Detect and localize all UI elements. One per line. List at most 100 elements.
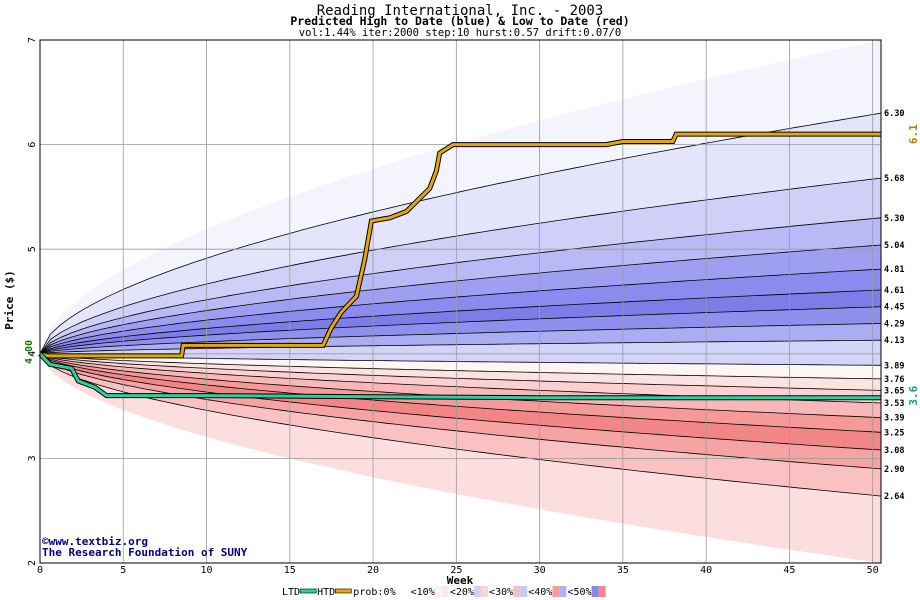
probability-band bbox=[40, 353, 881, 433]
right-value-label: 6.30 bbox=[884, 109, 904, 119]
legend-prob-swatch bbox=[513, 586, 521, 597]
right-value-label: 2.90 bbox=[884, 465, 904, 475]
legend-prob-swatch bbox=[441, 586, 449, 597]
legend-ltd-swatch bbox=[299, 588, 317, 594]
right-value-labels: 6.30 5.68 5.30 5.04 4.81 4.61 4.45 4.29 4.13 3.89… bbox=[884, 109, 904, 502]
x-tick-label: 5 bbox=[120, 565, 126, 576]
chart-title: Reading International, Inc. - 2003 bbox=[317, 3, 604, 19]
quantile-curve bbox=[39, 112, 882, 354]
right-value-label: 4.45 bbox=[884, 303, 904, 313]
legend-prob-swatch bbox=[474, 586, 482, 597]
probability-band bbox=[40, 178, 881, 354]
x-tick-label: 50 bbox=[867, 565, 879, 576]
y-tick-label: 7 bbox=[27, 37, 38, 43]
x-tick-label: 35 bbox=[617, 565, 629, 576]
quantile-curve bbox=[39, 323, 882, 355]
y-axis-label: Price ($) bbox=[3, 270, 16, 330]
probability-band bbox=[40, 245, 881, 354]
legend-prob-swatch bbox=[395, 586, 403, 597]
probability-band bbox=[40, 353, 881, 418]
ltd-final-label: 3.6 bbox=[907, 385, 920, 405]
right-value-label: 3.53 bbox=[884, 399, 904, 409]
series-lines bbox=[38, 131, 881, 401]
start-price-label: 4.00 bbox=[24, 340, 35, 364]
legend-prob-swatch bbox=[591, 586, 599, 597]
legend-prob-swatch bbox=[402, 586, 410, 597]
right-value-label: 5.30 bbox=[884, 214, 904, 224]
legend-ltd-label: LTD bbox=[282, 587, 300, 598]
probability-band bbox=[40, 353, 881, 469]
x-tick-label: 15 bbox=[284, 565, 296, 576]
x-tick-label: 40 bbox=[700, 565, 712, 576]
right-value-label: 3.76 bbox=[884, 375, 904, 385]
legend-prob-swatch bbox=[434, 586, 442, 597]
legend: LTD HTD prob: 0% <10% <20% <30% <40% <50% bbox=[282, 586, 606, 598]
right-value-label: 3.89 bbox=[884, 361, 904, 371]
x-axis-label: Week bbox=[447, 574, 474, 587]
quantile-curve bbox=[39, 177, 882, 355]
legend-prob-item: <40% bbox=[528, 587, 552, 598]
legend-prob-item: <10% bbox=[411, 587, 435, 598]
probability-band bbox=[40, 353, 881, 391]
legend-prob-item: <30% bbox=[489, 587, 513, 598]
quantile-curve bbox=[39, 289, 882, 355]
chart-params: vol:1.44% iter:2000 step:10 hurst:0.57 d… bbox=[299, 27, 621, 39]
x-tick-label: 0 bbox=[37, 565, 43, 576]
legend-prob-swatch bbox=[481, 586, 489, 597]
x-tick-label: 10 bbox=[201, 565, 213, 576]
right-value-label: 4.29 bbox=[884, 319, 904, 329]
watermark-org: The Research Foundation of SUNY bbox=[42, 546, 248, 559]
right-value-label: 5.04 bbox=[884, 241, 904, 251]
legend-prob-swatch bbox=[552, 586, 560, 597]
legend-htd-label: HTD bbox=[317, 587, 335, 598]
plot-frame bbox=[39, 39, 882, 564]
probability-band bbox=[40, 353, 881, 403]
probability-band bbox=[40, 269, 881, 354]
quantile-curve bbox=[39, 353, 882, 433]
right-value-label: 4.61 bbox=[884, 286, 904, 296]
y-tick-label: 4 bbox=[27, 351, 38, 357]
quantile-curve bbox=[39, 353, 882, 497]
legend-prob-label: prob: bbox=[353, 587, 383, 598]
legend-prob-swatch bbox=[520, 586, 528, 597]
htd-final-label: 6.1 bbox=[907, 124, 920, 144]
quantile-curve bbox=[39, 268, 882, 355]
right-value-label: 4.13 bbox=[884, 336, 904, 346]
y-axis-ticks: 2 3 4 5 6 7 bbox=[27, 37, 38, 566]
quantile-curve bbox=[39, 217, 882, 355]
watermark-url: ©www.textbiz.org bbox=[42, 535, 148, 548]
quantile-curve bbox=[39, 353, 882, 391]
legend-prob-item: 0% bbox=[384, 587, 396, 598]
quantile-curve bbox=[39, 353, 882, 380]
probability-band bbox=[40, 353, 881, 450]
right-value-label: 3.25 bbox=[884, 428, 904, 438]
probability-band bbox=[40, 353, 881, 497]
legend-prob-item: <20% bbox=[450, 587, 474, 598]
probability-band bbox=[40, 306, 881, 354]
right-value-label: 2.64 bbox=[884, 492, 904, 502]
legend-prob-item: <50% bbox=[567, 587, 591, 598]
probability-band bbox=[40, 40, 881, 354]
legend-htd-swatch bbox=[334, 588, 352, 594]
y-tick-label: 5 bbox=[27, 246, 38, 252]
quantile-curve bbox=[39, 306, 882, 355]
chart-subtitle: Predicted High to Date (blue) & Low to D… bbox=[290, 14, 629, 28]
probability-bands bbox=[40, 40, 881, 563]
right-value-label: 3.39 bbox=[884, 414, 904, 424]
series-ltd bbox=[38, 352, 881, 400]
series-htd bbox=[39, 132, 881, 358]
right-value-label: 3.65 bbox=[884, 386, 904, 396]
right-value-label: 5.68 bbox=[884, 174, 904, 184]
x-tick-label: 20 bbox=[367, 565, 379, 576]
probability-band bbox=[40, 217, 881, 354]
legend-prob-swatch bbox=[559, 586, 567, 597]
x-tick-label: 25 bbox=[450, 565, 462, 576]
x-axis-ticks: 0 5 10 15 20 25 30 35 40 45 50 bbox=[37, 565, 879, 576]
probability-band bbox=[40, 340, 881, 366]
probability-band bbox=[40, 353, 881, 379]
quantile-curve bbox=[39, 353, 882, 451]
x-tick-label: 30 bbox=[534, 565, 546, 576]
right-value-label: 3.08 bbox=[884, 446, 904, 456]
y-tick-label: 3 bbox=[27, 455, 38, 461]
